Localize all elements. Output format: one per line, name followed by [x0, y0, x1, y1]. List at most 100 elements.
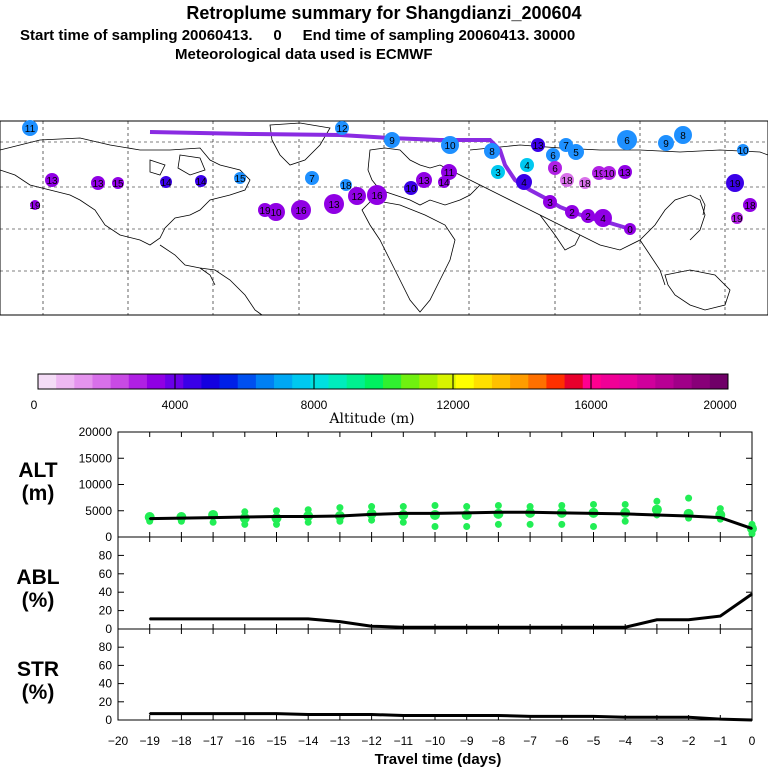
panel-str-point-7 [371, 714, 373, 716]
panel-str-point-5 [307, 714, 309, 716]
panel-alt-point-15 [624, 513, 626, 515]
alt-cluster-9-1 [430, 510, 440, 520]
panel-str-ytick-label-1: 20 [99, 695, 113, 709]
panel-alt-point-9 [434, 513, 436, 515]
x-axis: −20 −19 −18 −17 −16 −15 −14 −13 −12 −11 −10 −9 −8 −7−… [108, 734, 756, 748]
colorbar-label-4000: 4000 [162, 398, 189, 412]
x-tick-label-20: 0 [749, 734, 756, 748]
colorbar-swatch-11 [238, 374, 257, 389]
map-marker-label-11: 6 [550, 151, 556, 162]
colorbar-swatch-18 [365, 374, 384, 389]
x-tick-label-11: −9 [460, 734, 474, 748]
x-tick-label-6: −14 [298, 734, 319, 748]
panel-alt-point-1 [181, 517, 183, 519]
panel-str-point-3 [244, 713, 246, 715]
panel-abl-point-11 [498, 626, 500, 628]
map-marker-label-18: 13 [92, 179, 104, 190]
panel-abl-point-6 [339, 621, 341, 623]
map-marker-label-34: 19 [259, 206, 271, 217]
map-marker-label-0: 11 [25, 124, 36, 135]
colorbar-swatch-16 [329, 374, 348, 389]
panel-alt-point-18 [720, 517, 722, 519]
panel-str-point-17 [688, 716, 690, 718]
colorbar-swatch-28 [546, 374, 565, 389]
colorbar-label-16000: 16000 [574, 398, 608, 412]
alt-cluster-12-2 [527, 503, 534, 510]
map-marker-label-37: 18 [579, 179, 591, 190]
panel-abl-point-13 [561, 626, 563, 628]
panel-str-point-8 [403, 715, 405, 717]
panel-alt-point-4 [276, 516, 278, 518]
colorbar-swatch-8 [183, 374, 202, 389]
map-marker-label-10: 5 [573, 148, 579, 159]
panel-abl-point-7 [371, 625, 373, 627]
x-tick-label-10: −10 [425, 734, 446, 748]
colorbar-swatch-30 [583, 374, 602, 389]
panel-alt-point-17 [688, 515, 690, 517]
panel-alt-label: ALT [18, 459, 57, 482]
panel-abl-point-12 [529, 626, 531, 628]
x-tick-label-8: −12 [361, 734, 382, 748]
map-marker-label-8: 9 [663, 139, 669, 150]
alt-cluster-15-0 [622, 518, 629, 525]
panel-alt-ytick-label-0: 0 [105, 530, 112, 544]
panel-str-point-11 [498, 715, 500, 717]
alt-cluster-15-2 [622, 501, 629, 508]
panel-alt-point-7 [371, 514, 373, 516]
panel-str-point-6 [339, 714, 341, 716]
map-marker-label-7: 8 [680, 131, 686, 142]
panel-abl-ytick-label-1: 20 [99, 604, 113, 618]
map-marker-label-22: 15 [234, 174, 246, 185]
panel-abl-label: ABL [16, 566, 59, 589]
x-tick-label-15: −5 [587, 734, 601, 748]
alt-cluster-7-2 [368, 503, 375, 510]
panel-alt-ytick-label-4: 20000 [79, 425, 113, 439]
map-marker-label-41: 3 [547, 198, 553, 209]
map-marker-label-48: 19 [731, 214, 743, 225]
x-tick-label-1: −19 [140, 734, 161, 748]
panel-str-point-15 [624, 716, 626, 718]
panel-alt-unit: (m) [22, 482, 55, 505]
panel-str-ytick-label-4: 80 [99, 640, 113, 654]
alt-cluster-9-0 [432, 523, 439, 530]
colorbar-swatch-6 [147, 374, 166, 389]
x-tick-label-2: −18 [171, 734, 192, 748]
map-marker-label-40: 13 [619, 168, 631, 179]
alt-cluster-13-0 [558, 521, 565, 528]
alt-cluster-10-2 [463, 503, 470, 510]
panel-alt-point-8 [403, 513, 405, 515]
colorbar-swatch-14 [292, 374, 311, 389]
map-marker-label-47: 18 [744, 201, 756, 212]
colorbar-swatch-0 [38, 374, 57, 389]
colorbar-swatch-7 [165, 374, 184, 389]
map-marker-label-12: 13 [532, 141, 544, 152]
panel-alt-point-0 [149, 518, 151, 520]
panel-abl-ytick-label-2: 40 [99, 585, 113, 599]
colorbar-swatch-23 [456, 374, 475, 389]
figure-canvas: 11 1210987 6 8910561334 6413 13 15 14 14 15 718 101… [0, 0, 768, 768]
x-tick-label-14: −6 [555, 734, 569, 748]
panel-str-point-1 [181, 713, 183, 715]
map-marker-label-19: 15 [112, 179, 124, 190]
alt-cluster-6-2 [336, 504, 343, 511]
panel-alt-point-19 [751, 528, 753, 530]
panel-alt-ytick-label-1: 5000 [85, 504, 112, 518]
colorbar-swatch-12 [256, 374, 275, 389]
panel-alt-line-0 [150, 512, 752, 528]
panel-alt: 05000100001500020000ALT(m) [18, 425, 757, 544]
map-marker-label-39: 10 [603, 169, 615, 180]
x-tick-label-17: −3 [650, 734, 664, 748]
panel-alt-ytick-label-3: 15000 [79, 451, 113, 465]
colorbar-swatch-35 [674, 374, 693, 389]
map-marker-label-28: 14 [438, 178, 450, 189]
colorbar-swatch-10 [220, 374, 239, 389]
alt-cluster-18-2 [717, 505, 724, 512]
panel-str-point-14 [593, 716, 595, 718]
alt-cluster-13-2 [558, 502, 565, 509]
panel-abl-point-1 [181, 618, 183, 620]
alt-cluster-14-2 [590, 501, 597, 508]
x-tick-label-9: −11 [394, 734, 414, 748]
colorbar-swatch-20 [401, 374, 420, 389]
panel-alt-point-11 [498, 512, 500, 514]
colorbar-swatch-2 [74, 374, 93, 389]
